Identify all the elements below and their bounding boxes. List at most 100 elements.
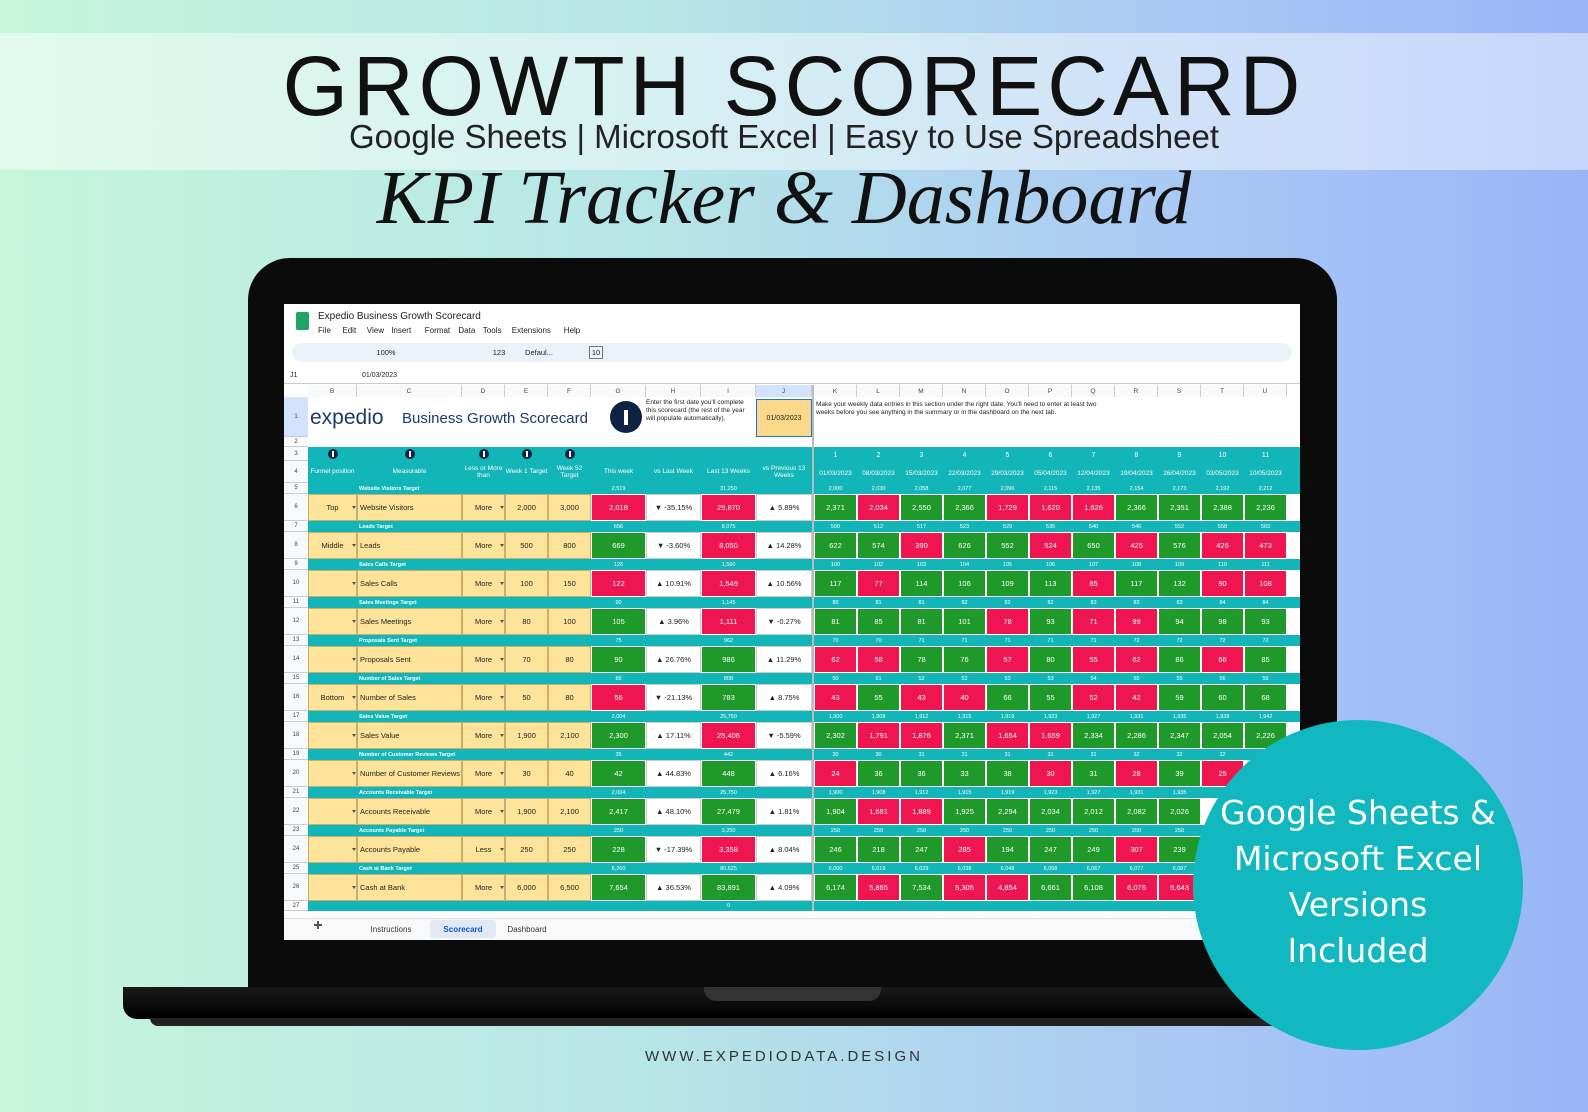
sheet-tab[interactable]: Instructions (370, 924, 412, 934)
column-header: B (308, 385, 357, 397)
direction-cell[interactable]: More (462, 874, 505, 901)
direction-cell[interactable]: More (462, 798, 505, 825)
target-cell: 250 (1131, 827, 1142, 834)
menu-item[interactable]: Data (458, 325, 476, 335)
toolbar-item[interactable]: 10 (589, 346, 603, 359)
target-cell: 1,900 (828, 713, 843, 720)
target-cell: 51 (875, 675, 882, 682)
row-header: 1 (284, 397, 308, 437)
change-cell: ▲ 36.53% (646, 874, 701, 901)
direction-cell[interactable]: More (462, 608, 505, 635)
info-glyph (525, 451, 528, 457)
measurable-cell: Leads (357, 532, 462, 559)
week-cell: 85 (1244, 646, 1287, 673)
menu-item[interactable]: Insert (391, 325, 412, 335)
target-cell: 72 (1133, 637, 1140, 644)
status-cell: 29,870 (701, 494, 756, 521)
target-input: 100 (548, 608, 591, 635)
header-info-icon (521, 449, 532, 459)
week-cell: 2,550 (900, 494, 943, 521)
toolbar-item[interactable]: Defaul... (525, 348, 553, 357)
week-cell: 1,729 (986, 494, 1029, 521)
week-number: 3 (919, 451, 924, 459)
funnel-cell[interactable]: Middle (308, 532, 357, 559)
dropdown-arrow (500, 848, 504, 851)
direction-cell[interactable]: More (462, 760, 505, 787)
funnel-cell[interactable] (308, 874, 357, 901)
funnel-cell[interactable] (308, 722, 357, 749)
column-header: M (900, 385, 943, 397)
target-input: 2,100 (548, 798, 591, 825)
funnel-cell[interactable]: Top (308, 494, 357, 521)
target-cell: 52 (961, 675, 968, 682)
funnel-cell[interactable] (308, 798, 357, 825)
week-cell: 90 (1201, 570, 1244, 597)
dropdown-arrow (500, 658, 504, 661)
direction-cell[interactable]: More (462, 532, 505, 559)
week-cell: 36 (900, 760, 943, 787)
direction-cell[interactable]: Less (462, 836, 505, 863)
target-cell: 71 (1047, 637, 1054, 644)
target-cell: 103 (916, 561, 927, 568)
week-cell: 2,302 (814, 722, 857, 749)
toolbar-item[interactable]: 100% (376, 348, 396, 357)
direction-cell[interactable]: More (462, 684, 505, 711)
week-cell: 59 (1158, 684, 1201, 711)
target-cell: 71 (918, 637, 925, 644)
dropdown-arrow (352, 620, 356, 623)
dropdown-arrow (500, 544, 504, 547)
menu-item[interactable]: Edit (342, 325, 357, 335)
funnel-cell[interactable] (308, 760, 357, 787)
menu-item[interactable]: Format (424, 325, 451, 335)
direction-cell[interactable]: More (462, 646, 505, 673)
direction-cell[interactable]: More (462, 570, 505, 597)
row-header: 24 (284, 836, 308, 863)
funnel-cell[interactable] (308, 646, 357, 673)
target-cell: 6,058 (1043, 865, 1058, 872)
target-cell: 25,750 (720, 713, 737, 720)
funnel-cell[interactable] (308, 608, 357, 635)
sheet-tab[interactable]: Scorecard (430, 920, 496, 938)
row-header: 3 (284, 447, 308, 461)
menu-item[interactable]: Help (563, 325, 581, 335)
funnel-cell[interactable]: Bottom (308, 684, 357, 711)
toolbar-item[interactable]: 123 (492, 348, 506, 357)
target-input: 2,100 (548, 722, 591, 749)
dropdown-arrow (352, 886, 356, 889)
menu-item[interactable]: File (318, 325, 331, 335)
target-cell: 8,075 (721, 523, 736, 530)
funnel-cell[interactable] (308, 836, 357, 863)
week-cell: 247 (900, 836, 943, 863)
target-band (308, 825, 812, 836)
dropdown-arrow (352, 772, 356, 775)
menu-item[interactable]: View (366, 325, 384, 335)
script-title: KPI Tracker & Dashboard (376, 156, 1192, 240)
direction-cell[interactable]: More (462, 722, 505, 749)
week-cell: 98 (1201, 608, 1244, 635)
target-input: 100 (505, 570, 548, 597)
target-cell: 80,625 (720, 865, 737, 872)
menu-item[interactable]: Extensions (511, 325, 551, 335)
week-cell: 390 (900, 532, 943, 559)
logo-text: expedio (310, 406, 384, 429)
target-cell: 1,560 (721, 561, 736, 568)
target-cell: 546 (1131, 523, 1142, 530)
target-cell: 83 (1133, 599, 1140, 606)
target-cell: 512 (873, 523, 884, 530)
week-number: 4 (962, 451, 967, 459)
row-header: 4 (284, 461, 308, 483)
menu-item[interactable]: Tools (482, 325, 502, 335)
sheet-tab[interactable]: Dashboard (507, 924, 547, 934)
target-cell: 81 (875, 599, 882, 606)
direction-cell[interactable]: More (462, 494, 505, 521)
status-cell: 3,358 (701, 836, 756, 863)
week-cell: 38 (986, 760, 1029, 787)
week-cell: 194 (986, 836, 1029, 863)
change-cell: ▲ 6.16% (756, 760, 812, 787)
week-cell: 81 (814, 608, 857, 635)
target-cell: 2,212 (1258, 485, 1273, 492)
week-cell: 1,925 (943, 798, 986, 825)
target-cell: 71 (1090, 637, 1097, 644)
funnel-cell[interactable] (308, 570, 357, 597)
row-header: 13 (284, 635, 308, 646)
